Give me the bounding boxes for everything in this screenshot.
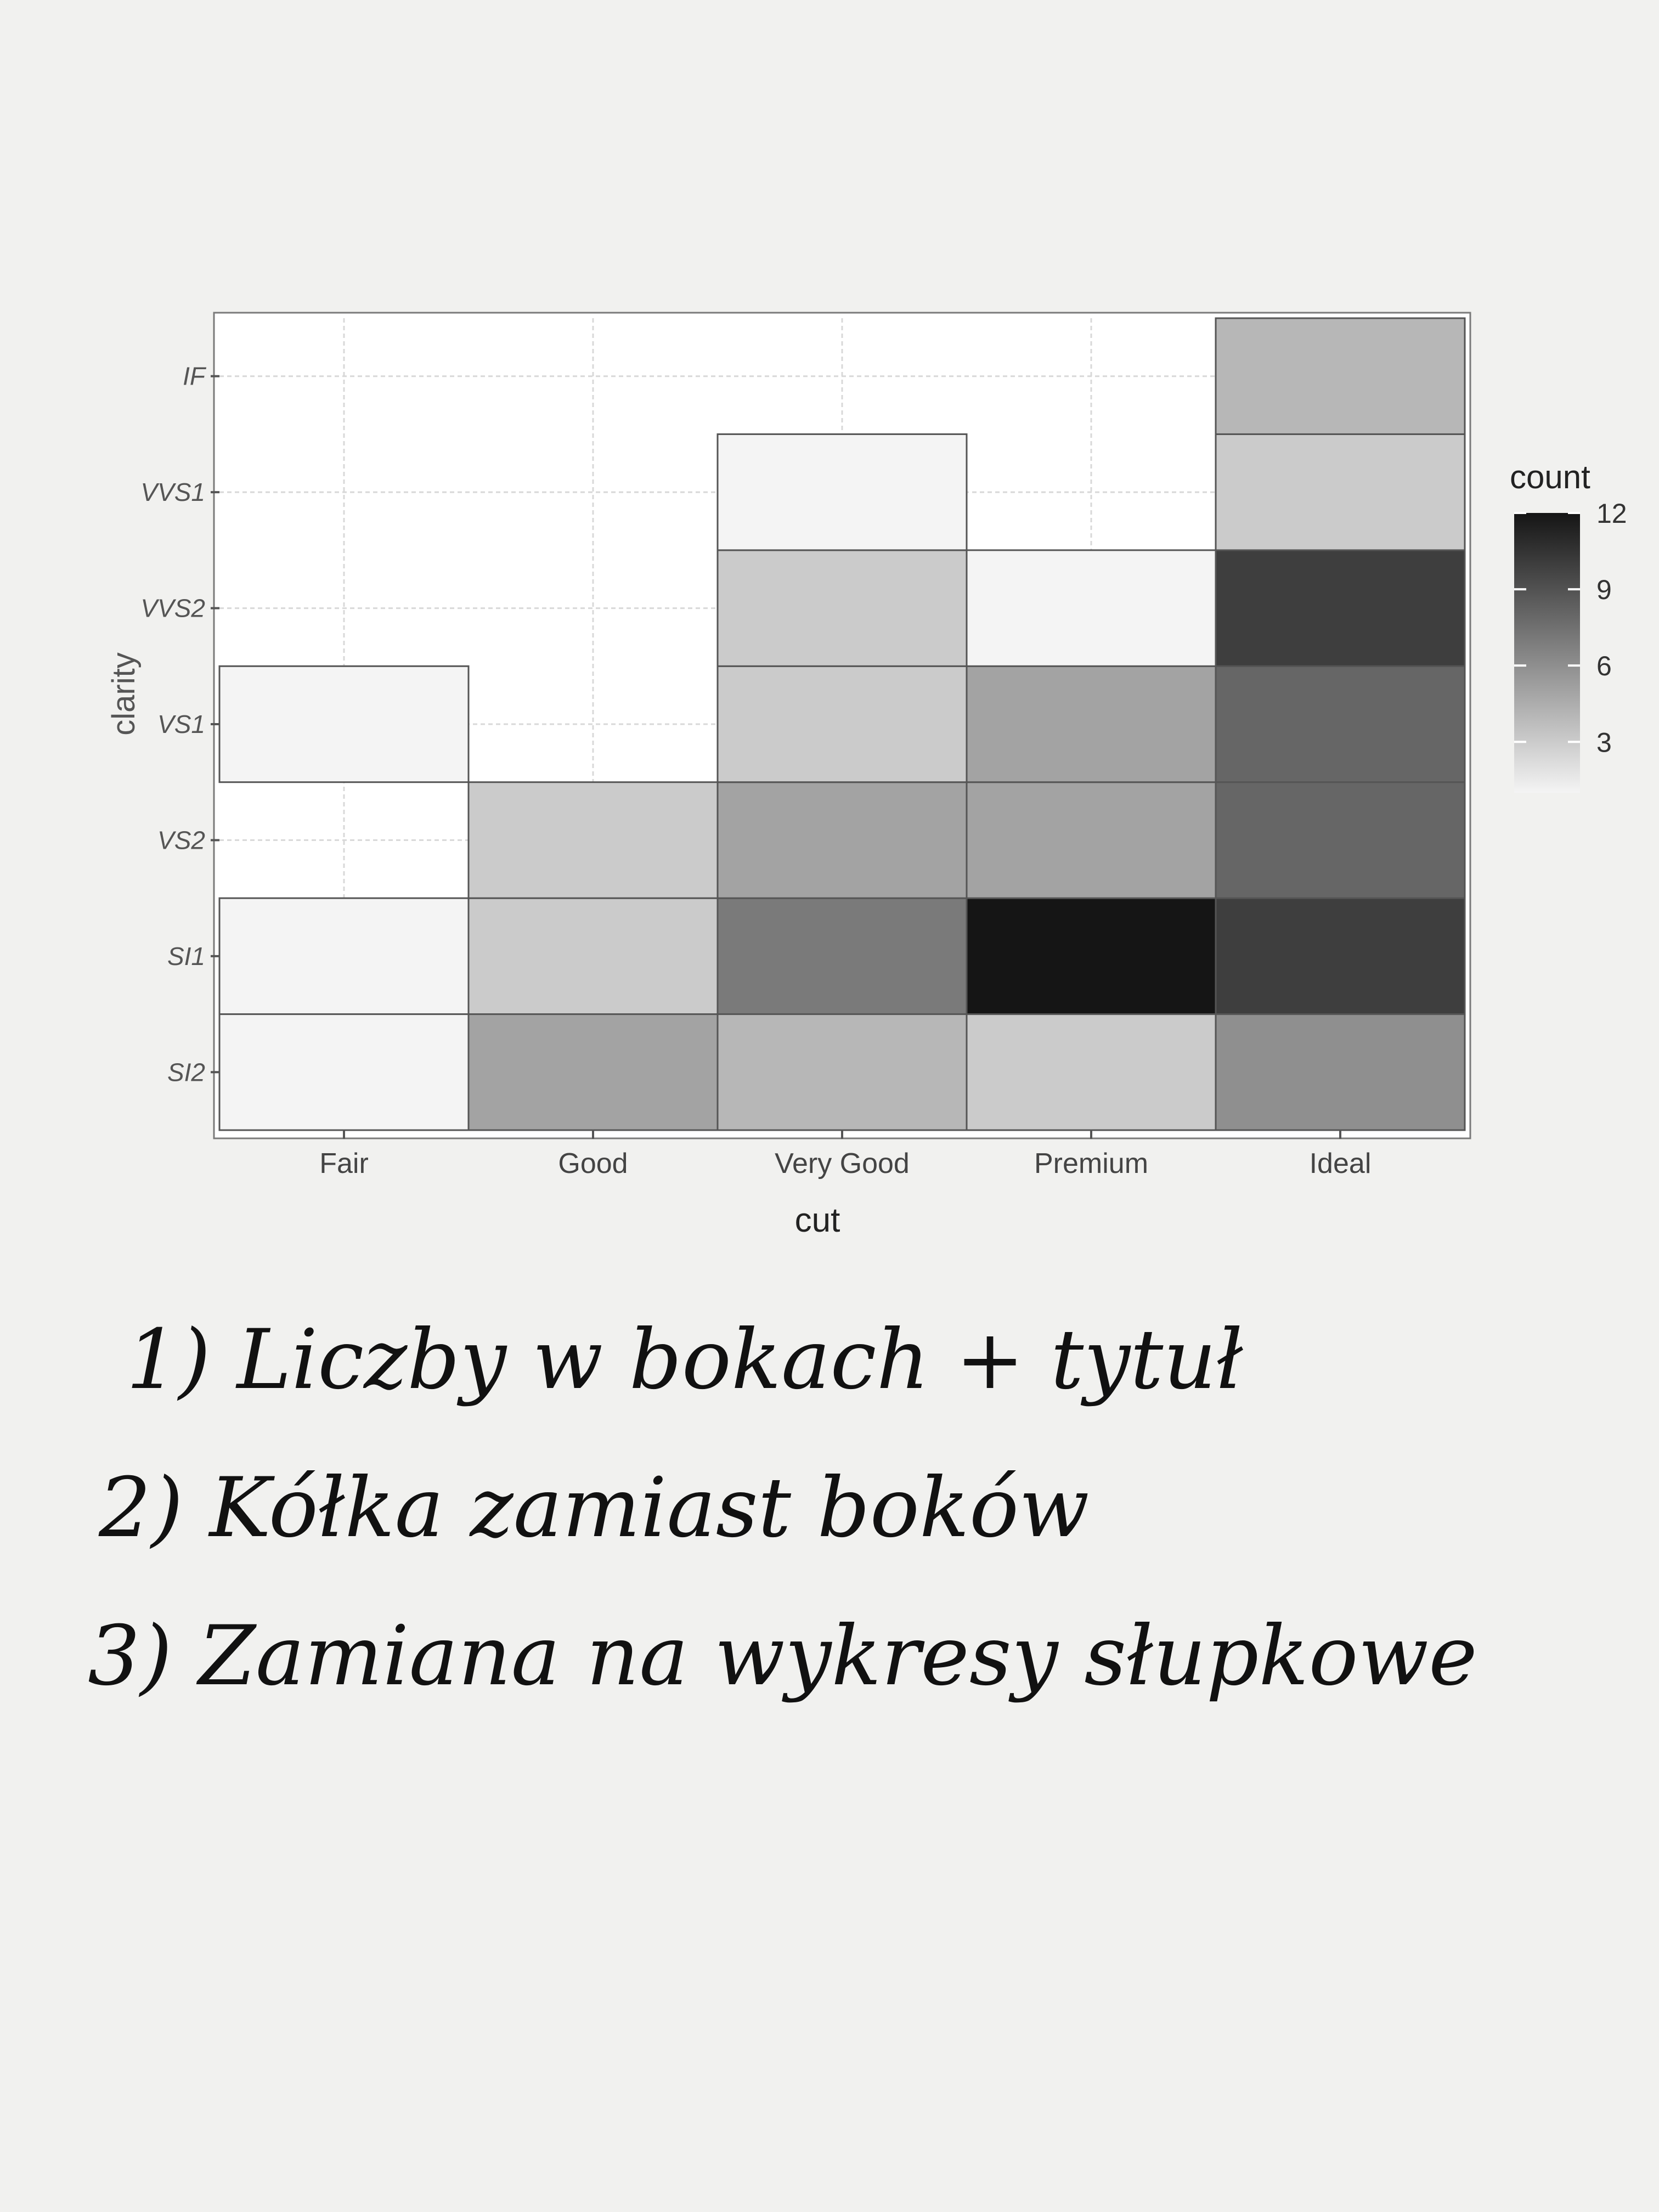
handwritten-notes: 1) Liczby w bokach + tytuł 2) Kółka zami… — [88, 1312, 1477, 1704]
cell-ideal-vvs2 — [1215, 549, 1466, 667]
legend-tick-label-6: 6 — [1596, 651, 1612, 681]
cell-good-si1 — [467, 897, 719, 1015]
legend-ticks: 3 6 9 12 — [1514, 498, 1627, 758]
cell-ideal-if — [1215, 317, 1466, 435]
x-axis: Fair Good Very Good Premium Ideal — [319, 1130, 1371, 1180]
cell-very-good-vs2 — [716, 781, 968, 899]
cell-ideal-vvs1 — [1215, 433, 1466, 551]
y-tick-label-vvs1: VVS1 — [140, 478, 205, 506]
heatmap-chart: SI2 SI1 VS2 VS1 VVS2 VVS1 IF Fair Good Very Good… — [106, 312, 1627, 1239]
cell-good-si2 — [467, 1013, 719, 1131]
cell-very-good-si2 — [716, 1013, 968, 1131]
note-3: 3) Zamiana na wykresy słupkowe — [88, 1609, 1477, 1704]
cell-ideal-si1 — [1215, 897, 1466, 1015]
legend: count 3 6 9 12 — [1510, 459, 1627, 793]
cell-premium-si1 — [966, 897, 1217, 1015]
heatmap-cells — [218, 317, 1466, 1131]
cell-ideal-vs2 — [1215, 781, 1466, 899]
cell-very-good-vs1 — [716, 665, 968, 783]
cell-premium-vs2 — [966, 781, 1217, 899]
y-axis: SI2 SI1 VS2 VS1 VVS2 VVS1 IF — [140, 362, 219, 1086]
x-tick-label-fair: Fair — [319, 1148, 369, 1180]
cell-fair-si1 — [218, 897, 470, 1015]
cell-premium-vs1 — [966, 665, 1217, 783]
y-tick-label-si2: SI2 — [167, 1058, 205, 1086]
cell-very-good-vvs2 — [716, 549, 968, 667]
legend-title: count — [1510, 459, 1590, 495]
x-tick-label-premium: Premium — [1034, 1148, 1148, 1180]
y-tick-label-vvs2: VVS2 — [140, 594, 205, 623]
y-tick-label-vs2: VS2 — [157, 826, 205, 854]
y-tick-label-if: IF — [183, 362, 207, 391]
cell-very-good-vvs1 — [716, 433, 968, 551]
cell-ideal-si2 — [1215, 1013, 1466, 1131]
note-2: 2) Kółka zamiast boków — [98, 1460, 1090, 1556]
x-axis-title: cut — [795, 1201, 840, 1239]
note-1: 1) Liczby w bokach + tytuł — [126, 1312, 1243, 1408]
x-tick-label-ideal: Ideal — [1310, 1148, 1372, 1180]
y-axis-title: clarity — [106, 652, 142, 735]
legend-colorbar — [1514, 513, 1580, 793]
legend-tick-label-3: 3 — [1596, 727, 1612, 758]
cell-premium-vvs2 — [966, 549, 1217, 667]
legend-tick-label-12: 12 — [1596, 498, 1627, 529]
y-tick-label-si1: SI1 — [167, 942, 205, 970]
cell-fair-si2 — [218, 1013, 470, 1131]
x-tick-label-good: Good — [558, 1148, 628, 1180]
x-tick-label-very-good: Very Good — [775, 1148, 910, 1180]
y-tick-label-vs1: VS1 — [157, 710, 205, 738]
legend-tick-label-9: 9 — [1596, 574, 1612, 605]
cell-good-vs2 — [467, 781, 719, 899]
cell-premium-si2 — [966, 1013, 1217, 1131]
cell-fair-vs1 — [218, 665, 470, 783]
cell-ideal-vs1 — [1215, 665, 1466, 783]
cell-very-good-si1 — [716, 897, 968, 1015]
